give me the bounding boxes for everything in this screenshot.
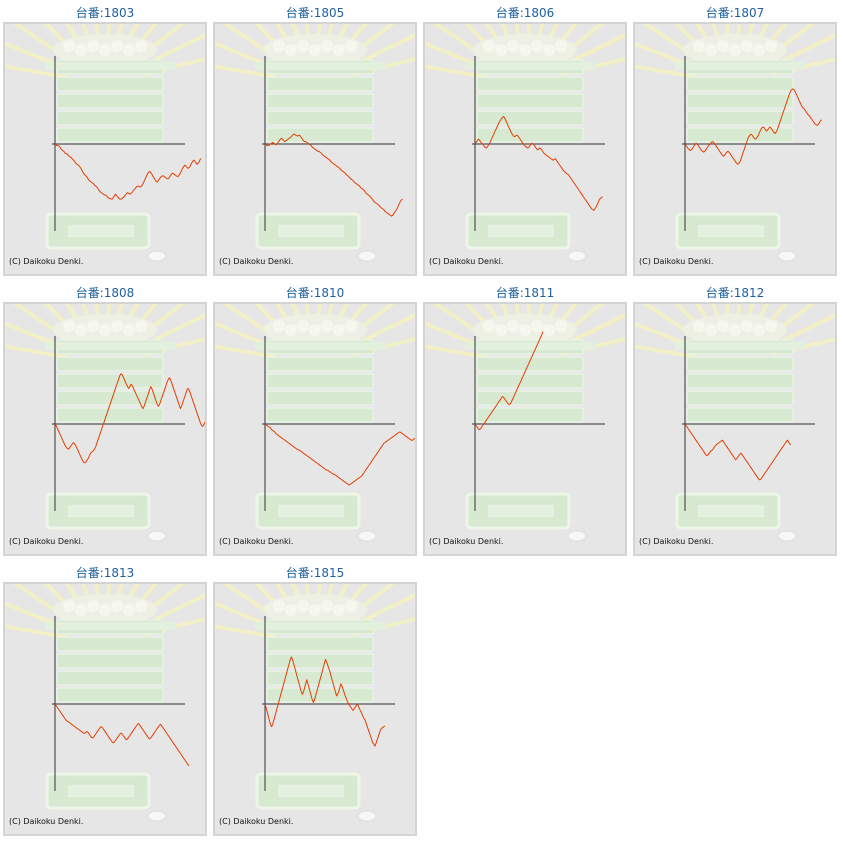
chart-svg: [215, 304, 415, 542]
copyright-text: (C) Daikoku Denki.: [219, 537, 294, 546]
chart-cell: 台番:1813 (C) Daikoku Denki.: [3, 560, 207, 836]
chart-title[interactable]: 台番:1815: [285, 566, 345, 580]
chart-cell: 台番:1808 (C) Daikoku Denki.: [3, 280, 207, 556]
chart-cell: 台番:1807 (C) Daikoku Denki.: [633, 0, 837, 276]
series-line: [684, 88, 822, 165]
background-illustration: [215, 304, 415, 542]
background-illustration: [5, 584, 205, 822]
copyright-text: (C) Daikoku Denki.: [429, 537, 504, 546]
chart-frame: (C) Daikoku Denki.: [423, 302, 627, 556]
copyright-text: (C) Daikoku Denki.: [9, 257, 84, 266]
series-line: [54, 143, 202, 200]
chart-svg: [635, 24, 835, 262]
chart-cell: 台番:1815 (C) Daikoku Denki.: [213, 560, 417, 836]
chart-title[interactable]: 台番:1806: [495, 6, 555, 20]
chart-cell: 台番:1803 (C) Daikoku Denki.: [3, 0, 207, 276]
chart-title[interactable]: 台番:1811: [495, 286, 555, 300]
series-line: [264, 133, 403, 217]
copyright-text: (C) Daikoku Denki.: [219, 817, 294, 826]
background-illustration: [425, 24, 625, 262]
background-illustration: [635, 24, 835, 262]
background-illustration: [5, 24, 205, 262]
chart-cell: 台番:1810 (C) Daikoku Denki.: [213, 280, 417, 556]
chart-frame: (C) Daikoku Denki.: [3, 22, 207, 276]
chart-frame: (C) Daikoku Denki.: [213, 302, 417, 556]
background-illustration: [635, 304, 835, 542]
chart-frame: (C) Daikoku Denki.: [3, 582, 207, 836]
copyright-text: (C) Daikoku Denki.: [639, 537, 714, 546]
chart-svg: [635, 304, 835, 542]
chart-svg: [425, 24, 625, 262]
chart-svg: [215, 24, 415, 262]
chart-svg: [215, 584, 415, 822]
chart-title[interactable]: 台番:1803: [75, 6, 135, 20]
series-line: [684, 423, 792, 481]
background-illustration: [215, 24, 415, 262]
series-line: [474, 331, 544, 431]
copyright-text: (C) Daikoku Denki.: [9, 817, 84, 826]
copyright-text: (C) Daikoku Denki.: [639, 257, 714, 266]
chart-cell: 台番:1805 (C) Daikoku Denki.: [213, 0, 417, 276]
chart-cell: 台番:1811 (C) Daikoku Denki.: [423, 280, 627, 556]
chart-title[interactable]: 台番:1808: [75, 286, 135, 300]
series-line: [264, 656, 386, 747]
chart-cell: 台番:1806 (C) Daikoku Denki.: [423, 0, 627, 276]
copyright-text: (C) Daikoku Denki.: [9, 537, 84, 546]
series-line: [54, 703, 190, 767]
chart-frame: (C) Daikoku Denki.: [423, 22, 627, 276]
chart-frame: (C) Daikoku Denki.: [213, 582, 417, 836]
chart-title[interactable]: 台番:1813: [75, 566, 135, 580]
chart-title[interactable]: 台番:1807: [705, 6, 765, 20]
chart-svg: [5, 24, 205, 262]
chart-title[interactable]: 台番:1805: [285, 6, 345, 20]
series-line: [54, 373, 205, 464]
chart-frame: (C) Daikoku Denki.: [213, 22, 417, 276]
copyright-text: (C) Daikoku Denki.: [429, 257, 504, 266]
chart-title[interactable]: 台番:1812: [705, 286, 765, 300]
chart-cell: 台番:1812 (C) Daikoku Denki.: [633, 280, 837, 556]
copyright-text: (C) Daikoku Denki.: [219, 257, 294, 266]
chart-svg: [425, 304, 625, 542]
chart-svg: [5, 304, 205, 542]
background-illustration: [5, 304, 205, 542]
series-line: [264, 423, 415, 486]
background-illustration: [215, 584, 415, 822]
chart-frame: (C) Daikoku Denki.: [633, 302, 837, 556]
series-line: [474, 116, 603, 211]
background-illustration: [425, 304, 625, 542]
chart-svg: [5, 584, 205, 822]
chart-title[interactable]: 台番:1810: [285, 286, 345, 300]
chart-frame: (C) Daikoku Denki.: [633, 22, 837, 276]
chart-frame: (C) Daikoku Denki.: [3, 302, 207, 556]
